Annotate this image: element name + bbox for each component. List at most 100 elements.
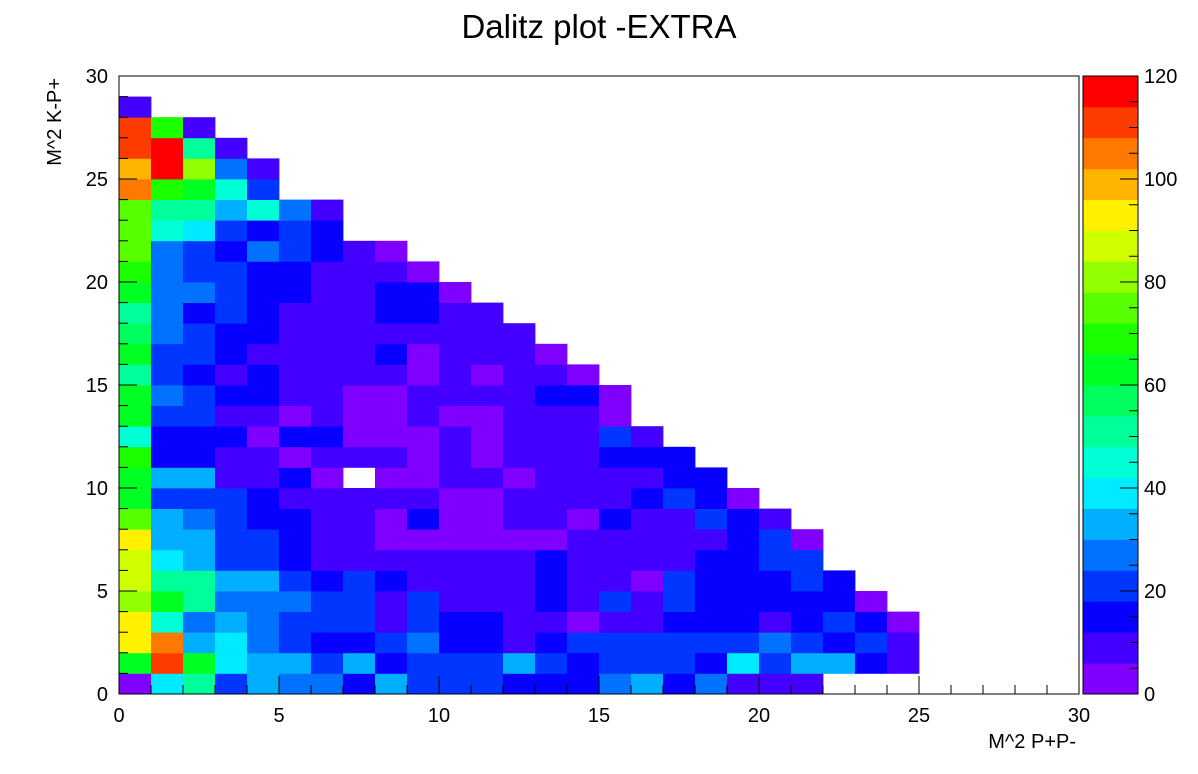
heatmap-cell xyxy=(535,591,568,612)
heatmap-cell xyxy=(375,446,408,468)
heatmap-cell xyxy=(855,652,888,674)
colorbar-bin xyxy=(1083,601,1138,633)
heatmap-cell xyxy=(183,261,216,283)
heatmap-cell xyxy=(439,467,472,489)
heatmap-cell xyxy=(503,508,536,530)
heatmap-cell xyxy=(311,364,344,386)
heatmap-cell xyxy=(407,323,440,345)
heatmap-cell xyxy=(599,385,632,406)
heatmap-cell xyxy=(119,199,152,221)
heatmap-cell xyxy=(151,179,184,200)
heatmap-cell xyxy=(151,364,184,386)
heatmap-cell xyxy=(247,158,280,180)
heatmap-cell xyxy=(407,343,440,365)
heatmap-cell xyxy=(119,611,152,633)
x-tick-label: 0 xyxy=(113,705,124,727)
heatmap-cell xyxy=(791,570,824,592)
heatmap-cell xyxy=(183,549,216,571)
heatmap-cell xyxy=(119,117,152,139)
heatmap-cell xyxy=(375,426,408,448)
heatmap-cell xyxy=(791,652,824,674)
heatmap-cell xyxy=(535,549,568,571)
heatmap-cell xyxy=(183,199,216,221)
heatmap-cell xyxy=(119,364,152,386)
heatmap-cell xyxy=(279,405,312,427)
heatmap-cell xyxy=(215,549,248,571)
heatmap-cell xyxy=(343,343,376,365)
heatmap-cell xyxy=(119,570,152,592)
heatmap-cell xyxy=(535,632,568,654)
heatmap-cell xyxy=(343,529,376,551)
heatmap-cell xyxy=(247,385,280,406)
heatmap-cell xyxy=(823,632,856,654)
heatmap-cell xyxy=(631,570,664,592)
colorbar-bin xyxy=(1083,199,1138,231)
x-axis-title: M^2 P+P- xyxy=(988,731,1076,753)
heatmap-cell xyxy=(439,652,472,674)
heatmap-cell xyxy=(183,405,216,427)
colorbar-bin xyxy=(1083,446,1138,479)
heatmap-cell xyxy=(599,611,632,633)
heatmap-cell xyxy=(119,426,152,448)
colorbar-bin xyxy=(1083,292,1138,324)
heatmap-cell xyxy=(151,343,184,365)
heatmap-cell xyxy=(663,570,696,592)
heatmap-cell xyxy=(567,508,600,530)
heatmap-cell xyxy=(439,611,472,633)
heatmap-cell xyxy=(535,570,568,592)
heatmap-cell xyxy=(311,302,344,324)
heatmap-cell xyxy=(631,446,664,468)
heatmap-cell xyxy=(247,364,280,386)
heatmap-cell xyxy=(247,282,280,303)
heatmap-cell xyxy=(855,632,888,654)
heatmap-cell xyxy=(279,323,312,345)
heatmap-cell xyxy=(471,632,504,654)
heatmap-cell xyxy=(503,446,536,468)
heatmap-cell xyxy=(503,549,536,571)
heatmap-cell xyxy=(343,426,376,448)
heatmap-cell xyxy=(471,529,504,551)
heatmap-cell xyxy=(119,240,152,262)
colorbar-bin xyxy=(1083,168,1138,200)
heatmap-cell xyxy=(311,323,344,345)
heatmap-cell xyxy=(279,199,312,221)
heatmap-cell xyxy=(407,364,440,386)
heatmap-cell xyxy=(407,467,440,489)
colorbar-bin xyxy=(1083,230,1138,262)
heatmap-cell xyxy=(503,611,536,633)
heatmap-cell xyxy=(215,385,248,406)
heatmap-cell xyxy=(279,549,312,571)
heatmap-cell xyxy=(183,508,216,530)
heatmap-cell xyxy=(151,570,184,592)
heatmap-cell xyxy=(503,467,536,489)
heatmap-cell xyxy=(247,323,280,345)
heatmap-cell xyxy=(407,570,440,592)
heatmap-cell xyxy=(247,446,280,468)
heatmap-cell xyxy=(151,673,184,695)
heatmap-cell xyxy=(119,323,152,345)
heatmap-cell xyxy=(631,467,664,489)
heatmap-cell xyxy=(215,652,248,674)
heatmap-cell xyxy=(855,591,888,612)
heatmap-cell xyxy=(407,632,440,654)
heatmap-cell xyxy=(375,591,408,612)
heatmap-cell xyxy=(311,261,344,283)
heatmap-cell xyxy=(631,508,664,530)
heatmap-cell xyxy=(311,467,344,489)
axis-ticks xyxy=(118,75,1080,695)
heatmap-cell xyxy=(887,611,920,633)
heatmap-cell xyxy=(727,570,760,592)
heatmap-cell xyxy=(215,570,248,592)
heatmap-cell xyxy=(823,652,856,674)
heatmap-cell xyxy=(471,591,504,612)
heatmap-cell xyxy=(119,632,152,654)
heatmap-cell xyxy=(471,343,504,365)
colorbar-bin xyxy=(1083,106,1138,139)
heatmap-cell xyxy=(407,282,440,303)
heatmap-cell xyxy=(375,652,408,674)
chart-title: Dalitz plot -EXTRA xyxy=(461,8,736,45)
heatmap-cell xyxy=(663,488,696,509)
heatmap-cell xyxy=(279,508,312,530)
heatmap-cell xyxy=(631,549,664,571)
heatmap-cell xyxy=(439,673,472,695)
